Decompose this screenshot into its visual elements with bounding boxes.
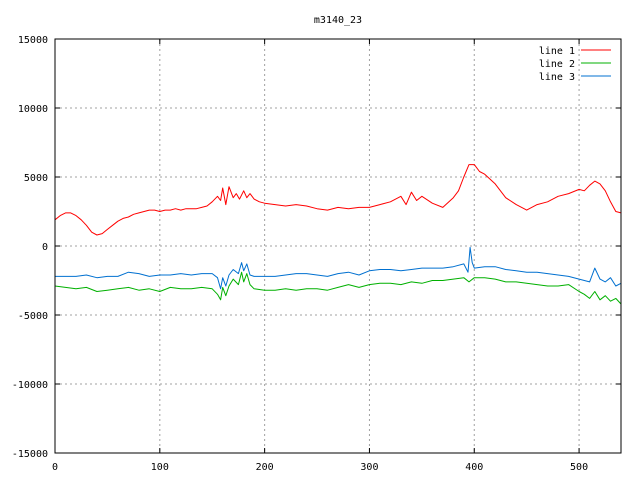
legend: line 1 line 2 line 3 xyxy=(539,46,611,83)
y-tick-label: 0 xyxy=(42,242,48,253)
x-tick-label: 500 xyxy=(570,462,588,473)
plot-border xyxy=(54,38,622,454)
x-tick-label: 400 xyxy=(465,462,483,473)
x-tick-label: 100 xyxy=(151,462,169,473)
x-tick-label: 0 xyxy=(52,462,58,473)
series-line-3 xyxy=(55,246,622,290)
legend-label-1: line 1 xyxy=(539,46,575,57)
y-tick-label: -5000 xyxy=(18,311,48,322)
series-line-1 xyxy=(54,164,622,236)
chart-title: m3140_23 xyxy=(314,15,362,26)
legend-label-3: line 3 xyxy=(539,72,575,83)
y-tick-label: 5000 xyxy=(24,173,48,184)
y-tick-label: 15000 xyxy=(18,35,48,46)
series-lines xyxy=(54,164,622,305)
x-tick-label: 300 xyxy=(360,462,378,473)
y-tick-label: -10000 xyxy=(12,380,48,391)
y-tick-label: 10000 xyxy=(18,104,48,115)
series-line-2 xyxy=(54,271,622,305)
legend-label-2: line 2 xyxy=(539,59,575,70)
y-tick-label: -15000 xyxy=(12,449,48,460)
x-tick-label: 200 xyxy=(256,462,274,473)
grid xyxy=(55,39,621,453)
